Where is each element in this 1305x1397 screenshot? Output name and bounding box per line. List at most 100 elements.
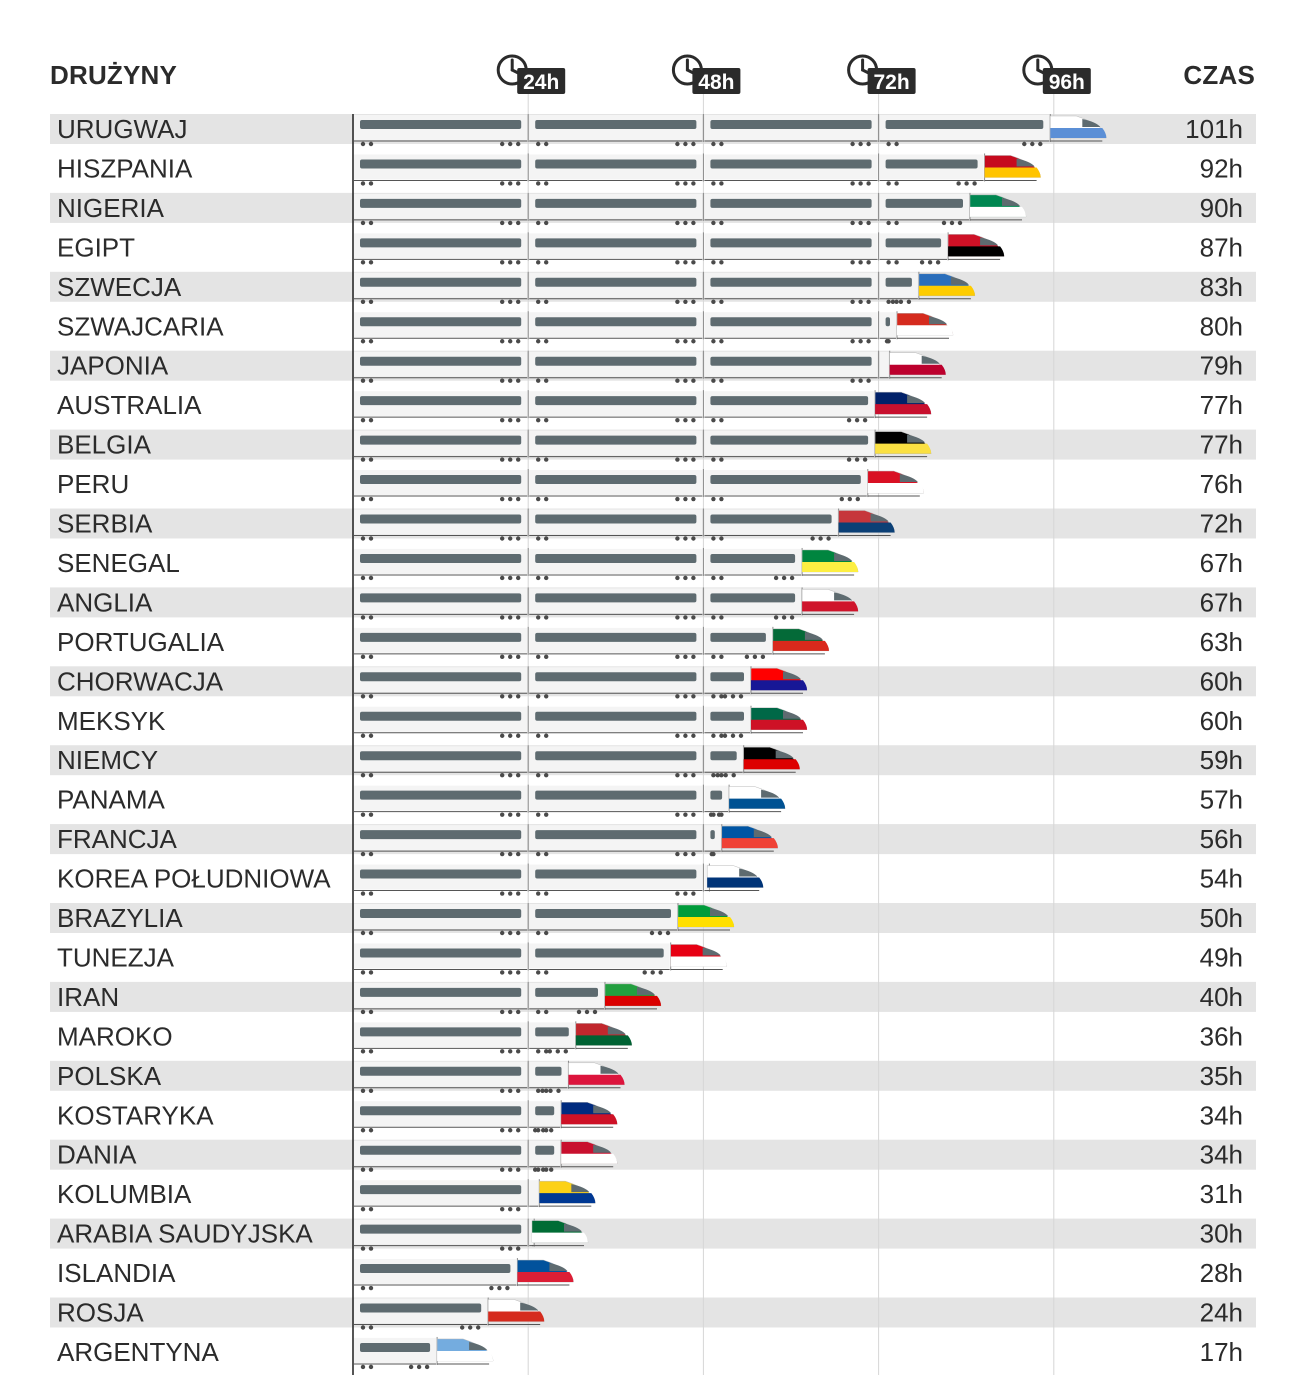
locomotive-flag	[750, 668, 808, 694]
row-stripe	[50, 1060, 1256, 1091]
team-row: BRAZYLIA 50h	[57, 903, 1243, 936]
time-value: 77h	[1200, 430, 1243, 460]
train-bar	[354, 1258, 574, 1291]
team-row: EGIPT 87h	[57, 232, 1243, 265]
train-bar	[354, 1060, 625, 1094]
locomotive-flag	[743, 746, 800, 773]
locomotive-flag	[560, 1141, 618, 1168]
train-car	[354, 547, 529, 581]
time-value: 80h	[1200, 311, 1243, 341]
team-name: KOSTARYKA	[57, 1100, 214, 1130]
team-name: SZWECJA	[57, 272, 182, 302]
train-car	[529, 547, 704, 581]
train-car	[354, 350, 529, 383]
team-row: BELGIA 77h	[57, 429, 1243, 462]
train-bar	[354, 1021, 633, 1054]
locomotive-flag	[531, 1220, 589, 1247]
train-bar	[354, 1179, 596, 1212]
time-value: 67h	[1200, 587, 1243, 617]
train-bar	[354, 784, 786, 817]
team-name: PANAMA	[57, 785, 166, 815]
train-bar	[354, 311, 954, 344]
team-row: KOREA POŁUDNIOWA 54h	[57, 863, 1243, 896]
team-row: JAPONIA 79h	[57, 350, 1243, 383]
train-car	[879, 232, 949, 265]
team-name: DANIA	[57, 1140, 137, 1170]
team-name: PORTUGALIA	[57, 627, 225, 657]
train-car	[354, 1336, 438, 1370]
time-value: 76h	[1200, 469, 1243, 499]
row-stripe	[50, 1297, 1256, 1328]
time-column-header: CZAS	[1183, 60, 1255, 90]
train-bar	[354, 1297, 545, 1330]
time-value: 63h	[1200, 627, 1243, 657]
train-car	[354, 784, 529, 817]
team-row: AUSTRALIA 77h	[57, 390, 1243, 423]
team-row: PERU 76h	[57, 469, 1243, 502]
locomotive-flag	[670, 944, 727, 970]
train-bar	[354, 508, 895, 541]
train-bar	[354, 1336, 494, 1370]
team-row: ARGENTYNA 17h	[57, 1336, 1243, 1370]
train-car	[879, 114, 1051, 147]
team-row: PORTUGALIA 63h	[57, 626, 1243, 660]
train-car	[529, 114, 704, 147]
train-car	[704, 626, 774, 660]
locomotive-flag	[750, 707, 808, 734]
train-bar	[354, 626, 830, 660]
time-value: 24h	[1200, 1298, 1243, 1328]
train-car	[354, 508, 529, 541]
train-car	[529, 981, 606, 1015]
team-row: MAROKO 36h	[57, 1021, 1243, 1054]
team-row: KOSTARYKA 34h	[57, 1100, 1243, 1133]
time-value: 36h	[1200, 1021, 1243, 1051]
time-value: 72h	[1200, 509, 1243, 539]
team-row: ROSJA 24h	[57, 1297, 1243, 1330]
train-car	[354, 192, 529, 226]
train-car	[354, 824, 529, 857]
locomotive-flag	[947, 234, 1005, 260]
team-name: KOREA POŁUDNIOWA	[57, 864, 331, 894]
team-name: NIEMCY	[57, 745, 158, 775]
train-car	[354, 1139, 529, 1172]
train-bar	[354, 469, 925, 502]
time-value: 28h	[1200, 1258, 1243, 1288]
train-bar	[354, 232, 1005, 265]
row-stripe	[50, 1218, 1256, 1249]
team-name: ROSJA	[57, 1298, 144, 1328]
time-value: 35h	[1200, 1061, 1243, 1091]
tick-label: 48h	[698, 71, 734, 94]
locomotive-flag	[874, 431, 932, 458]
train-car	[529, 271, 704, 304]
locomotive-flag	[969, 194, 1027, 221]
locomotive-flag	[801, 589, 859, 615]
tick-label-box	[867, 68, 916, 94]
train-car	[529, 192, 704, 226]
tick-label-box	[517, 68, 566, 94]
locomotive-flag	[984, 155, 1041, 181]
team-name: ARABIA SAUDYJSKA	[57, 1219, 313, 1249]
locomotive-flag	[517, 1259, 574, 1286]
train-car	[529, 784, 704, 817]
train-car	[704, 469, 869, 502]
time-value: 79h	[1200, 351, 1243, 381]
train-car	[704, 350, 880, 383]
x-tick: 72h	[847, 54, 916, 94]
locomotive-flag	[867, 470, 925, 497]
team-row: SZWECJA 83h	[57, 271, 1243, 304]
locomotive-flag	[1050, 115, 1107, 142]
locomotive-flag	[568, 1062, 625, 1089]
train-car	[529, 153, 704, 186]
team-row: NIEMCY 59h	[57, 745, 1243, 778]
train-bar	[354, 114, 1107, 147]
team-row: FRANCJA 56h	[57, 824, 1243, 857]
train-car	[529, 1179, 540, 1208]
train-bar	[354, 587, 859, 620]
time-value: 83h	[1200, 272, 1243, 302]
time-value: 31h	[1200, 1179, 1243, 1209]
time-value: 49h	[1200, 942, 1243, 972]
team-row: KOLUMBIA 31h	[57, 1179, 1243, 1212]
train-car	[529, 1060, 569, 1094]
train-car	[529, 903, 679, 936]
